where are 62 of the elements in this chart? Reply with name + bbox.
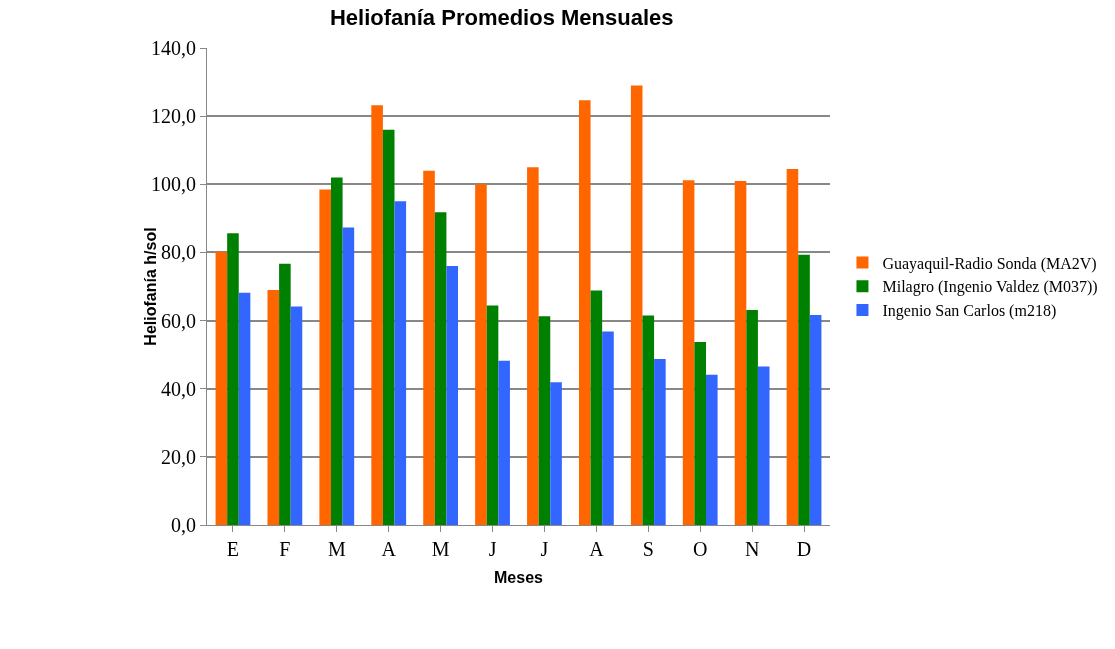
y-tick-label: 100,0 <box>151 173 196 196</box>
bar <box>394 201 407 525</box>
bar <box>446 266 459 525</box>
bar <box>486 305 499 525</box>
legend-label: Guayaquil-Radio Sonda (MA2V) <box>882 254 1097 273</box>
bar <box>538 316 551 525</box>
y-tick-label: 120,0 <box>151 105 196 128</box>
bar <box>215 251 228 525</box>
legend-label: Ingenio San Carlos (m218) <box>882 302 1057 321</box>
bar <box>706 374 718 525</box>
y-tick-label: 60,0 <box>161 309 196 332</box>
y-tick-label: 0,0 <box>171 514 196 536</box>
x-tick-label: J <box>540 538 549 560</box>
bar <box>319 189 331 525</box>
bar <box>434 212 447 525</box>
x-tick-label: E <box>226 538 240 560</box>
bar <box>227 233 239 525</box>
bar <box>267 289 280 525</box>
bar <box>527 167 539 525</box>
bar <box>734 180 747 525</box>
bar <box>498 360 510 525</box>
y-tick-label: 140,0 <box>151 37 196 59</box>
y-axis-title: Heliofanía h/sol <box>142 227 159 346</box>
bar <box>809 315 822 525</box>
bar <box>342 227 355 525</box>
bar <box>642 315 655 525</box>
bar <box>371 105 383 525</box>
x-tick-label: J <box>488 538 497 560</box>
bar <box>694 342 707 525</box>
chart-title: Heliofanía Promedios Mensuales <box>329 5 674 31</box>
x-tick-label: D <box>796 538 812 560</box>
bar <box>330 177 343 525</box>
y-tick-label: 40,0 <box>161 377 196 400</box>
x-tick-label: N <box>744 538 760 560</box>
legend-label: Milagro (Ingenio Valdez (M037)) <box>882 278 1098 297</box>
bar <box>746 310 758 525</box>
bar <box>590 290 603 525</box>
x-tick-label: F <box>279 538 291 560</box>
bar <box>630 85 643 525</box>
bar <box>475 184 487 525</box>
x-tick-label: O <box>692 538 708 560</box>
bar <box>423 170 435 525</box>
bar <box>290 306 303 525</box>
x-axis-title: Meses <box>494 569 544 586</box>
x-tick-label: M <box>327 538 346 560</box>
bar <box>654 359 666 525</box>
x-tick-label: A <box>381 538 397 560</box>
x-tick-label: M <box>431 538 450 560</box>
bar <box>382 129 395 525</box>
y-tick-label: 20,0 <box>161 445 196 468</box>
bar <box>602 331 614 525</box>
bar <box>682 180 695 525</box>
bar <box>786 168 799 525</box>
y-tick-label: 80,0 <box>161 241 196 264</box>
x-tick-label: A <box>589 538 605 560</box>
bar <box>279 263 291 525</box>
bar <box>550 382 562 525</box>
bar <box>757 366 770 525</box>
bar <box>578 100 591 525</box>
bar <box>798 254 810 525</box>
x-tick-label: S <box>642 538 654 560</box>
bar <box>238 292 251 525</box>
